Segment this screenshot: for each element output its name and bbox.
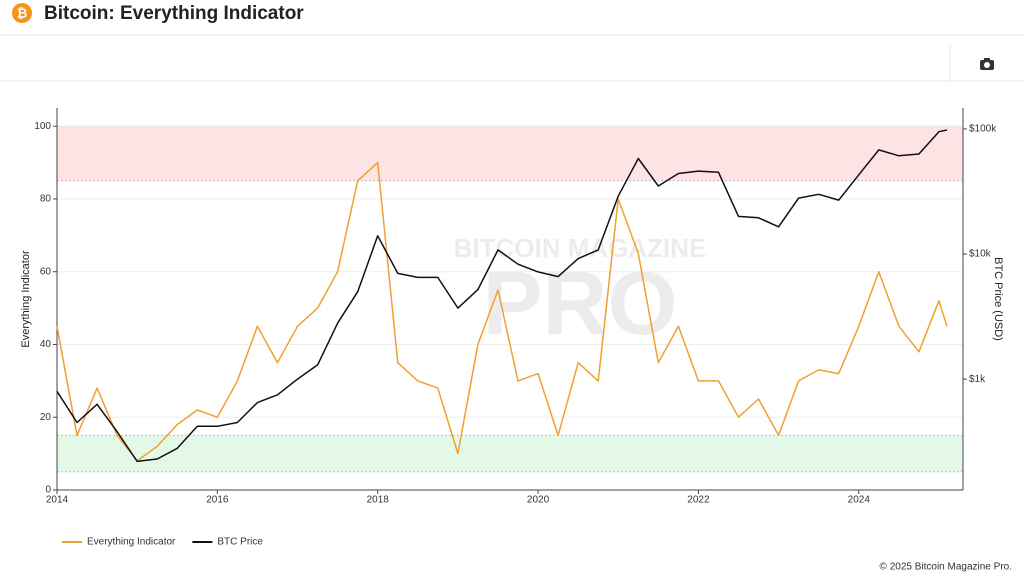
zone-band <box>57 126 963 181</box>
x-tick-label: 2014 <box>46 495 69 506</box>
y-tick-label: 100 <box>34 121 51 132</box>
y-tick-label: 60 <box>40 266 52 277</box>
page-title: Bitcoin: Everything Indicator <box>44 3 304 24</box>
y2-tick-label: $100k <box>969 124 997 135</box>
chart: BITCOIN MAGAZINEPRO020406080100$1k$10k$1… <box>20 108 1004 548</box>
bitcoin-icon <box>12 3 32 23</box>
y-axis-title: Everything Indicator <box>20 250 32 348</box>
y2-axis-title: BTC Price (USD) <box>992 257 1004 341</box>
camera-button[interactable] <box>980 58 994 70</box>
x-tick-label: 2024 <box>848 495 871 506</box>
legend-label: BTC Price <box>217 537 263 548</box>
zone-band <box>57 435 963 472</box>
series-line <box>56 129 948 463</box>
legend-label: Everything Indicator <box>87 537 176 548</box>
y-tick-label: 20 <box>40 412 52 423</box>
x-tick-label: 2022 <box>687 495 710 506</box>
y-tick-label: 80 <box>40 194 52 205</box>
x-tick-label: 2020 <box>527 495 550 506</box>
series-line <box>56 161 948 462</box>
camera-lens <box>984 62 990 68</box>
x-tick-label: 2018 <box>367 495 390 506</box>
watermark: PRO <box>482 254 677 354</box>
y-tick-label: 0 <box>45 485 51 496</box>
x-tick-label: 2016 <box>206 495 229 506</box>
y2-tick-label: $1k <box>969 374 986 385</box>
camera-top <box>984 58 990 61</box>
copyright: © 2025 Bitcoin Magazine Pro. <box>880 562 1012 573</box>
y2-tick-label: $10k <box>969 249 992 260</box>
y-tick-label: 40 <box>40 339 52 350</box>
bitcoin-symbol: ₿ <box>17 5 28 20</box>
